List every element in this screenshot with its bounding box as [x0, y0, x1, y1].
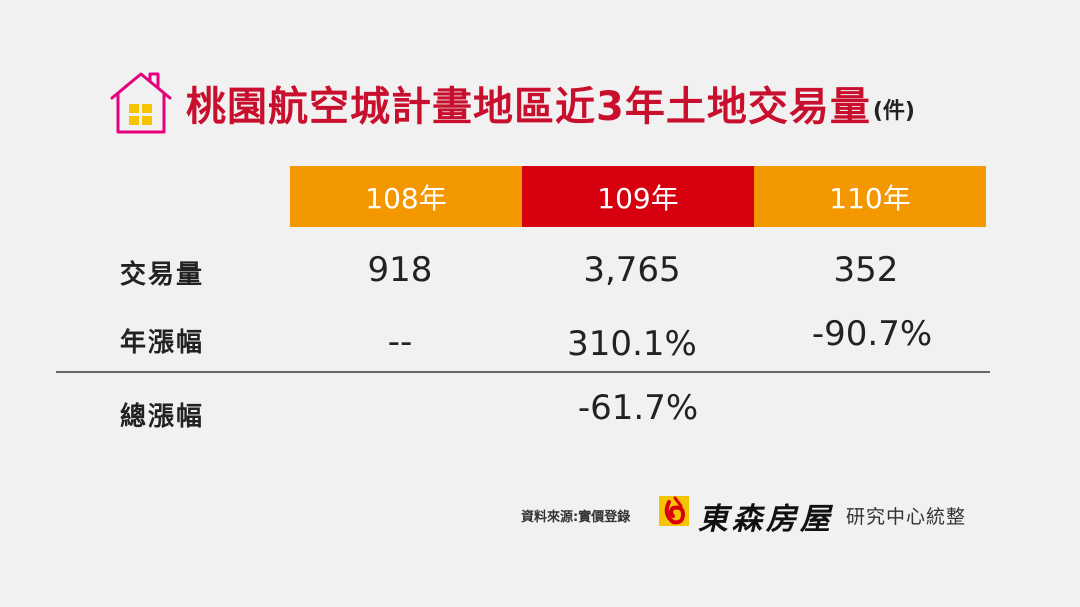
cell-volume-110: 352 — [833, 250, 899, 290]
cell-volume-109: 3,765 — [583, 250, 681, 290]
page-title: 桃園航空城計畫地區近3年土地交易量 — [186, 84, 871, 130]
cell-yoy-109: 310.1% — [567, 324, 697, 364]
row-label-volume: 交易量 — [120, 260, 205, 290]
row-label-yoy: 年漲幅 — [120, 328, 205, 358]
company-logo-icon — [659, 496, 689, 526]
title-unit: (件) — [872, 99, 915, 124]
row-label-total: 總漲幅 — [120, 402, 205, 432]
cell-yoy-108: -- — [387, 322, 413, 362]
cell-yoy-110: -90.7% — [811, 314, 933, 354]
column-header-109: 109年 — [522, 166, 754, 227]
column-header-110: 110年 — [754, 166, 986, 227]
column-header-108: 108年 — [290, 166, 522, 227]
house-icon — [110, 72, 172, 134]
cell-volume-108: 918 — [367, 250, 433, 290]
research-center-credit: 研究中心統整 — [846, 506, 967, 528]
table-divider — [56, 371, 990, 373]
cell-total-change: -61.7% — [577, 388, 699, 428]
data-source: 資料來源:實價登錄 — [521, 510, 631, 525]
company-logo-text: 東森房屋 — [698, 502, 834, 537]
title-row: 桃園航空城計畫地區近3年土地交易量 (件) — [106, 66, 915, 140]
